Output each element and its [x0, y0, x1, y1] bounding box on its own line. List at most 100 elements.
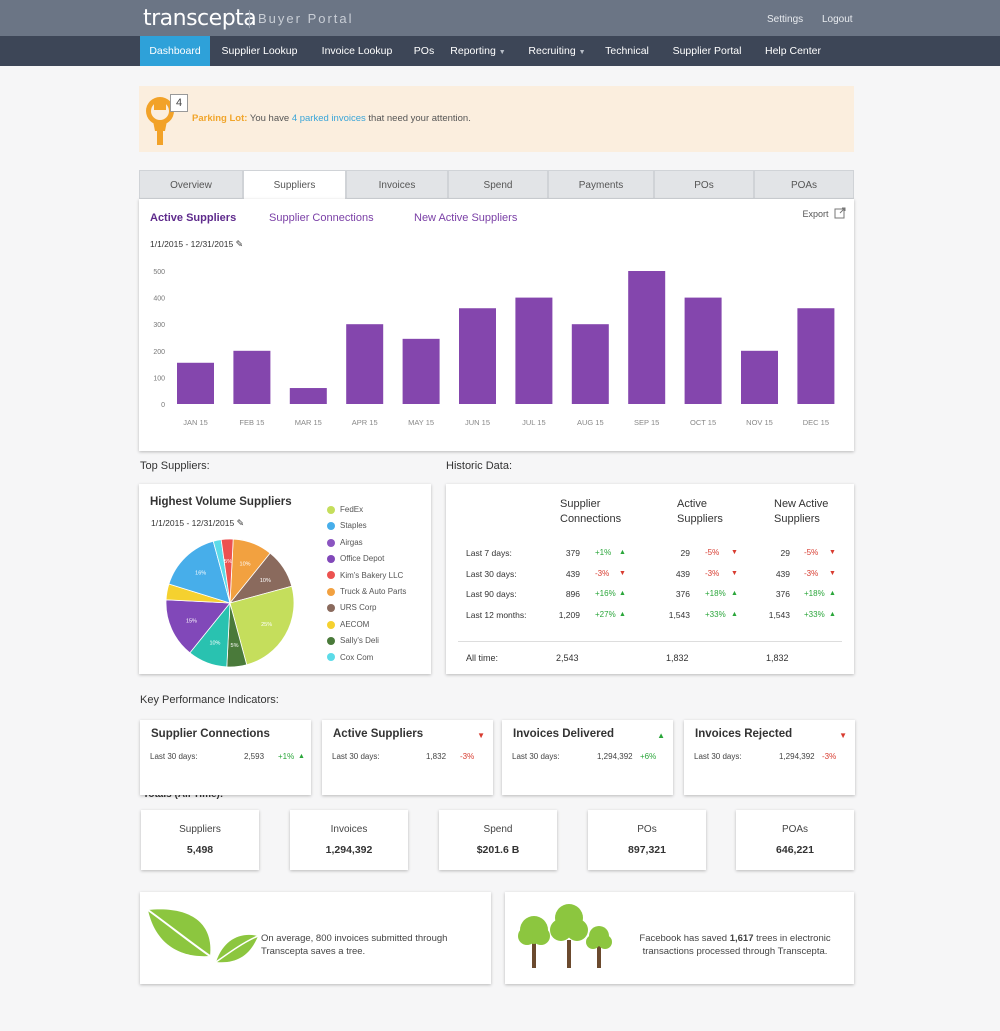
tab-poas[interactable]: POAs — [754, 170, 854, 199]
x-tick-label: MAY 15 — [408, 418, 434, 427]
kpi-card[interactable]: Active Suppliers ▼ Last 30 days: 1,832 -3% — [322, 720, 493, 795]
historic-change: +18% — [705, 589, 726, 598]
external-link-icon — [834, 207, 846, 219]
x-tick-label: SEP 15 — [634, 418, 659, 427]
tab-payments[interactable]: Payments — [548, 170, 654, 199]
historic-change: -3% — [705, 568, 720, 578]
historic-value: 29 — [680, 548, 690, 558]
legend-dot-icon — [327, 653, 335, 662]
chart-date-range[interactable]: 1/1/2015 - 12/31/2015 ✎ — [150, 239, 243, 250]
historic-change: +33% — [804, 609, 825, 619]
pie-slice[interactable] — [168, 540, 231, 604]
pie-date-range[interactable]: 1/1/2015 - 12/31/2015 ✎ — [151, 518, 244, 529]
arrow-up-icon: ▲ — [731, 590, 738, 597]
x-tick-label: JUN 15 — [465, 418, 490, 427]
bar[interactable] — [289, 388, 327, 404]
kpi-card[interactable]: Invoices Delivered ▲ Last 30 days: 1,294,39… — [502, 720, 673, 795]
pencil-icon[interactable]: ✎ — [235, 239, 244, 249]
tab-invoices[interactable]: Invoices — [346, 170, 448, 199]
nav-supplier-lookup[interactable]: Supplier Lookup — [221, 45, 298, 57]
legend-item[interactable]: Office Depot — [327, 554, 384, 563]
legend-item[interactable]: FedEx — [327, 505, 363, 514]
tab-pos[interactable]: POs — [654, 170, 754, 199]
y-tick-label: 0 — [161, 402, 165, 409]
nav-help-center[interactable]: Help Center — [764, 45, 822, 57]
historic-value: 896 — [565, 589, 580, 599]
arrow-down-icon: ▼ — [839, 731, 847, 740]
bar[interactable] — [459, 308, 496, 404]
legend-label: AECOM — [340, 619, 370, 629]
total-card: Suppliers 5,498 — [141, 810, 259, 870]
kpi-heading: Key Performance Indicators: — [140, 694, 279, 706]
legend-label: Kim's Bakery LLC — [340, 570, 404, 580]
nav-reporting[interactable]: Reporting ▼ — [447, 36, 509, 66]
kpi-card[interactable]: Supplier Connections Last 30 days: 2,593 +1… — [140, 720, 311, 795]
chart-tab-new-active-suppliers[interactable]: New Active Suppliers — [414, 212, 518, 224]
bar[interactable] — [741, 350, 778, 404]
historic-value: 439 — [775, 568, 790, 579]
total-card: Spend $201.6 B — [439, 810, 557, 870]
pie-slice[interactable] — [165, 599, 231, 654]
kpi-title: Invoices Rejected — [695, 728, 793, 740]
logout-link[interactable]: Logout — [822, 14, 853, 25]
all-time-label: All time: — [466, 653, 499, 663]
parked-invoices-link[interactable]: 4 parked invoices — [291, 113, 366, 124]
historic-value: 439 — [675, 568, 690, 579]
bar[interactable] — [628, 271, 666, 404]
pencil-icon[interactable]: ✎ — [236, 518, 245, 528]
bar[interactable] — [233, 350, 271, 404]
legend-item[interactable]: URS Corp — [327, 603, 376, 612]
historic-change: +16% — [595, 589, 616, 598]
legend-item[interactable]: Staples — [327, 521, 367, 530]
divider — [458, 641, 842, 642]
nav-supplier-portal[interactable]: Supplier Portal — [672, 45, 742, 57]
y-tick-label: 200 — [153, 349, 165, 356]
bar[interactable] — [402, 338, 440, 404]
chart-tab-active-suppliers[interactable]: Active Suppliers — [150, 212, 237, 224]
nav-invoice-lookup[interactable]: Invoice Lookup — [321, 45, 393, 57]
pie-slice[interactable] — [229, 585, 295, 666]
all-time-new-active-suppliers: 1,832 — [766, 653, 789, 663]
bar[interactable] — [684, 297, 722, 404]
settings-link[interactable]: Settings — [767, 14, 804, 25]
legend-item[interactable]: Airgas — [327, 538, 363, 547]
bar[interactable] — [515, 297, 553, 404]
leaf-savings-card: On average, 800 invoices submitted throu… — [140, 892, 491, 984]
col-supplier-connections: Supplier Connections — [560, 498, 622, 525]
legend-item[interactable]: Truck & Auto Parts — [327, 587, 406, 596]
tab-overview[interactable]: Overview — [139, 170, 243, 199]
transcepta-logo[interactable]: transcepta — [143, 6, 257, 31]
bar[interactable] — [177, 362, 214, 404]
legend-item[interactable]: Sally's Deli — [327, 636, 379, 645]
arrow-up-icon: ▲ — [298, 753, 305, 760]
legend-item[interactable]: Cox Com — [327, 653, 373, 662]
arrow-down-icon: ▼ — [619, 569, 626, 577]
legend-item[interactable]: Kim's Bakery LLC — [327, 571, 403, 580]
historic-value: 1,543 — [668, 609, 690, 620]
legend-label: URS Corp — [340, 603, 377, 613]
historic-change: -5% — [705, 548, 720, 557]
pie-title: Highest Volume Suppliers — [150, 496, 292, 508]
y-tick-label: 400 — [153, 296, 165, 303]
legend-item[interactable]: AECOM — [327, 620, 369, 629]
historic-data-card: Supplier Connections Active Suppliers Ne… — [446, 484, 854, 674]
nav-dashboard[interactable]: Dashboard — [140, 36, 210, 66]
bar[interactable] — [797, 308, 835, 404]
chart-tab-supplier-connections[interactable]: Supplier Connections — [269, 212, 374, 224]
bar[interactable] — [346, 324, 384, 404]
arrow-down-icon: ▼ — [731, 569, 738, 577]
tab-spend[interactable]: Spend — [448, 170, 548, 199]
tab-suppliers[interactable]: Suppliers — [243, 170, 346, 200]
bar[interactable] — [571, 324, 609, 404]
pie-slice[interactable] — [220, 538, 234, 604]
legend-label: Staples — [340, 521, 367, 531]
nav-recruiting[interactable]: Recruiting ▼ — [521, 36, 593, 66]
tree-savings-card: Facebook has saved 1,617 trees in electr… — [505, 892, 854, 984]
historic-change: +33% — [705, 609, 726, 619]
nav-technical[interactable]: Technical — [605, 45, 649, 57]
x-tick-label: APR 15 — [352, 418, 378, 427]
export-button[interactable]: Export — [802, 207, 846, 219]
kpi-card[interactable]: Invoices Rejected ▼ Last 30 days: 1,294,392… — [684, 720, 855, 795]
legend-dot-icon — [327, 555, 335, 564]
nav-pos[interactable]: POs — [413, 45, 435, 57]
